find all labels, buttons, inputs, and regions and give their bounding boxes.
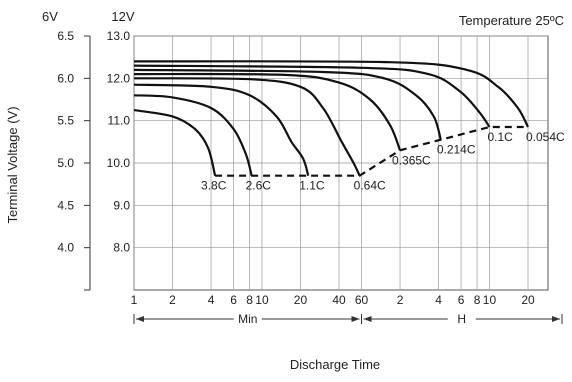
series-line-1.1C — [133, 83, 310, 177]
series-line-0.64C — [133, 77, 361, 177]
y-unit-6v: 6V — [42, 9, 58, 24]
grid-lines — [133, 35, 548, 290]
series-label: 0.214C — [437, 143, 476, 157]
series-line-3.8C — [133, 109, 217, 176]
y-tick-label-12v: 8.0 — [113, 241, 130, 255]
x-tick-label: 4 — [435, 293, 442, 307]
y-tick-label-6v: 5.0 — [57, 156, 74, 170]
y-tick-label-12v: 12.0 — [107, 71, 131, 85]
arrow-left-icon — [136, 316, 144, 322]
series-label: 3.8C — [201, 179, 227, 193]
arrow-right-icon — [351, 316, 360, 322]
y-tick-label-12v: 10.0 — [107, 156, 131, 170]
series-line-2.6C — [133, 94, 253, 176]
series-line-0.214C — [133, 68, 442, 141]
x-tick-label: 10 — [483, 293, 497, 307]
x-tick-label: 60 — [355, 293, 369, 307]
y-tick-label-6v: 4.0 — [57, 241, 74, 255]
series-label: 0.64C — [354, 179, 386, 193]
series-line-0.054C — [133, 60, 529, 128]
x-tick-label: 10 — [255, 293, 269, 307]
x-tick-label: 20 — [521, 293, 535, 307]
x-tick-label: 6 — [230, 293, 237, 307]
y-tick-label-12v: 11.0 — [108, 114, 131, 128]
y-tick-label-6v: 6.5 — [57, 29, 74, 43]
y-tick-label-6v: 4.5 — [57, 198, 74, 212]
arrow-right-icon — [552, 316, 560, 322]
series-lines — [133, 60, 529, 177]
x-tick-label: 4 — [208, 293, 215, 307]
y-tick-label-6v: 5.5 — [57, 114, 74, 128]
x-axis-label: Discharge Time — [290, 357, 380, 372]
chart-title: Temperature 25ºC — [459, 13, 564, 28]
x-range-label: Min — [238, 312, 257, 326]
x-tick-label: 2 — [169, 293, 176, 307]
series-label: 0.365C — [392, 153, 431, 167]
y-tick-label-12v: 9.0 — [113, 198, 130, 212]
arrow-left-icon — [363, 316, 372, 322]
y-tick-label-12v: 13.0 — [107, 29, 131, 43]
y-axis-label: Terminal Voltage (V) — [5, 106, 20, 223]
x-tick-label: 2 — [397, 293, 404, 307]
series-labels: 3.8C 2.6C 1.1C 0.64C 0.365C 0.214C 0.1C 0.054C — [201, 130, 565, 193]
y-unit-12v: 12V — [111, 9, 134, 24]
series-label: 1.1C — [299, 179, 325, 193]
x-tick-label: 8 — [246, 293, 253, 307]
series-line-0.365C — [133, 72, 402, 151]
series-line-0.1C — [133, 64, 491, 128]
series-label: 0.1C — [487, 130, 513, 144]
x-tick-label: 1 — [131, 293, 138, 307]
y-tick-label-6v: 6.0 — [57, 71, 74, 85]
axes: 1 2 4 6 8 10 20 40 60 2 4 6 8 10 2013.06.512.06.011.05… — [57, 29, 563, 326]
x-tick-label: 6 — [458, 293, 465, 307]
series-label: 2.6C — [246, 179, 272, 193]
x-tick-label: 40 — [332, 293, 346, 307]
end-voltage-dashed-line — [215, 125, 528, 177]
x-tick-label: 8 — [474, 293, 481, 307]
x-range-label: H — [457, 312, 466, 326]
series-label: 0.054C — [526, 130, 565, 144]
x-tick-label: 20 — [294, 293, 308, 307]
